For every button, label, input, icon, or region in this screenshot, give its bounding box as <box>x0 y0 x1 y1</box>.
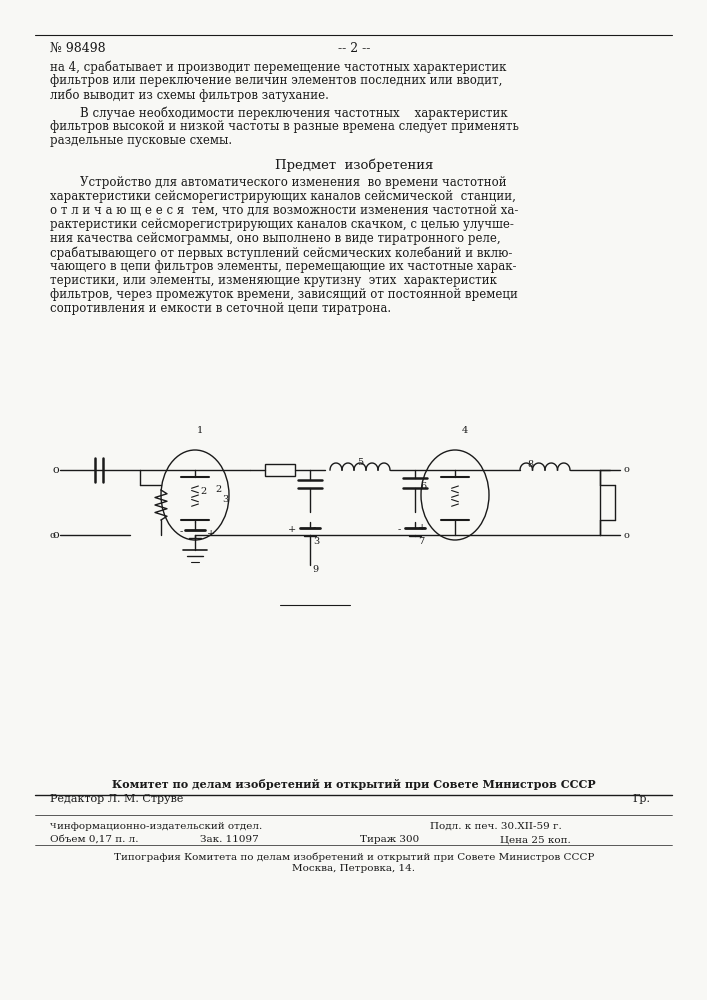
Text: o: o <box>49 530 55 540</box>
Text: о т л и ч а ю щ е е с я  тем, что для возможности изменения частотной ха-: о т л и ч а ю щ е е с я тем, что для воз… <box>50 204 518 217</box>
Text: 8: 8 <box>527 460 533 469</box>
Text: фильтров или переключение величин элементов последних или вводит,: фильтров или переключение величин элемен… <box>50 74 503 87</box>
Text: Зак. 11097: Зак. 11097 <box>200 835 259 844</box>
Text: 7: 7 <box>418 538 424 546</box>
Text: информационно-издательский отдел.: информационно-издательский отдел. <box>57 822 262 831</box>
Text: o: o <box>53 465 59 475</box>
Text: Тираж 300: Тираж 300 <box>360 835 419 844</box>
Text: фильтров высокой и низкой частоты в разные времена следует применять: фильтров высокой и низкой частоты в разн… <box>50 120 519 133</box>
Text: 9: 9 <box>312 565 318 574</box>
Text: 1: 1 <box>197 426 203 435</box>
Text: Гр.: Гр. <box>632 794 650 804</box>
Text: Устройство для автоматического изменения  во времени частотной: Устройство для автоматического изменения… <box>50 176 507 189</box>
Text: В случае необходимости переключения частотных    характеристик: В случае необходимости переключения част… <box>50 106 508 119</box>
Text: рактеристики сейсморегистрирующих каналов скачком, с целью улучше-: рактеристики сейсморегистрирующих канало… <box>50 218 514 231</box>
Bar <box>265 464 295 476</box>
Text: на 4, срабатывает и производит перемещение частотных характеристик: на 4, срабатывает и производит перемещен… <box>50 60 506 74</box>
Text: 4: 4 <box>462 426 468 435</box>
Text: ния качества сейсмограммы, оно выполнено в виде тиратронного реле,: ния качества сейсмограммы, оно выполнено… <box>50 232 501 245</box>
Text: либо выводит из схемы фильтров затухание.: либо выводит из схемы фильтров затухание… <box>50 88 329 102</box>
Text: раздельные пусковые схемы.: раздельные пусковые схемы. <box>50 134 232 147</box>
Text: Подл. к печ. 30.XII-59 г.: Подл. к печ. 30.XII-59 г. <box>430 822 562 831</box>
Text: № 98498: № 98498 <box>50 42 105 55</box>
Text: срабатывающего от первых вступлений сейсмических колебаний и вклю-: срабатывающего от первых вступлений сейс… <box>50 246 513 259</box>
Text: фильтров, через промежуток времени, зависящий от постоянной времеци: фильтров, через промежуток времени, зави… <box>50 288 518 301</box>
Text: +: + <box>207 530 215 538</box>
Text: 3: 3 <box>313 538 320 546</box>
Text: 2: 2 <box>200 487 206 496</box>
Text: -- 2 --: -- 2 -- <box>338 42 370 55</box>
Text: Комитет по делам изобретений и открытий при Совете Министров СССР: Комитет по делам изобретений и открытий … <box>112 779 596 790</box>
Text: Предмет  изобретения: Предмет изобретения <box>275 158 433 172</box>
Text: -: - <box>180 528 183 536</box>
Text: 3: 3 <box>222 495 228 504</box>
Text: -: - <box>313 524 316 532</box>
Text: Москва, Петровка, 14.: Москва, Петровка, 14. <box>293 864 416 873</box>
Text: -: - <box>398 526 401 534</box>
Text: Ч: Ч <box>50 822 57 830</box>
Text: чающего в цепи фильтров элементы, перемещающие их частотные харак-: чающего в цепи фильтров элементы, переме… <box>50 260 517 273</box>
Text: характеристики сейсморегистрирующих каналов сейсмической  станции,: характеристики сейсморегистрирующих кана… <box>50 190 516 203</box>
Text: 6: 6 <box>420 482 426 491</box>
Text: o: o <box>623 466 629 475</box>
Text: 5: 5 <box>357 458 363 467</box>
Text: сопротивления и емкости в сеточной цепи тиратрона.: сопротивления и емкости в сеточной цепи … <box>50 302 391 315</box>
Text: Объем 0,17 п. л.: Объем 0,17 п. л. <box>50 835 139 844</box>
Text: +: + <box>418 524 426 532</box>
Text: Цена 25 коп.: Цена 25 коп. <box>500 835 571 844</box>
Text: Редактор Л. М. Струве: Редактор Л. М. Струве <box>50 794 183 804</box>
Text: o: o <box>623 530 629 540</box>
Text: +: + <box>288 526 296 534</box>
Text: o: o <box>53 530 59 540</box>
Text: теристики, или элементы, изменяющие крутизну  этих  характеристик: теристики, или элементы, изменяющие крут… <box>50 274 497 287</box>
Text: Типография Комитета по делам изобретений и открытий при Совете Министров СССР: Типография Комитета по делам изобретений… <box>114 852 594 861</box>
Text: 2: 2 <box>215 485 221 494</box>
